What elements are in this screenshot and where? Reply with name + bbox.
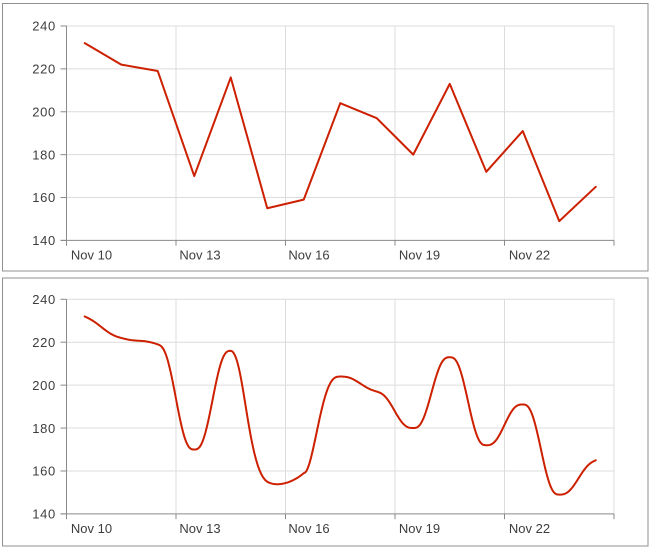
svg-text:200: 200	[32, 378, 56, 393]
svg-text:Nov 10: Nov 10	[71, 248, 112, 263]
svg-text:160: 160	[32, 464, 56, 479]
svg-text:140: 140	[32, 233, 56, 248]
svg-text:220: 220	[32, 62, 56, 77]
svg-text:240: 240	[32, 292, 56, 307]
svg-text:140: 140	[32, 507, 56, 522]
svg-text:200: 200	[32, 104, 56, 119]
svg-text:Nov 16: Nov 16	[288, 521, 329, 536]
svg-text:240: 240	[32, 19, 56, 34]
svg-text:Nov 19: Nov 19	[399, 248, 440, 263]
svg-text:Nov 13: Nov 13	[179, 248, 220, 263]
svg-text:Nov 13: Nov 13	[179, 521, 220, 536]
svg-text:180: 180	[32, 147, 56, 162]
svg-text:160: 160	[32, 190, 56, 205]
svg-text:Nov 19: Nov 19	[399, 521, 440, 536]
svg-text:180: 180	[32, 421, 56, 436]
svg-text:Nov 22: Nov 22	[509, 521, 550, 536]
svg-text:Nov 10: Nov 10	[71, 521, 112, 536]
svg-text:220: 220	[32, 335, 56, 350]
svg-text:Nov 22: Nov 22	[509, 248, 550, 263]
svg-text:Nov 16: Nov 16	[288, 248, 329, 263]
